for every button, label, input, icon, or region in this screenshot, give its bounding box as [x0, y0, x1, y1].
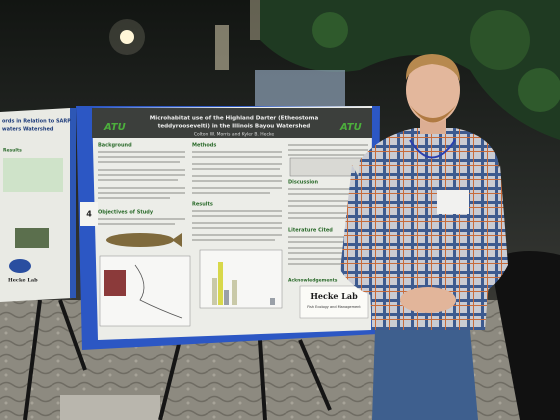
left-lab: Hecke Lab	[8, 278, 38, 284]
section-heading: Literature Cited	[288, 228, 333, 234]
bar-figure-bar	[218, 262, 223, 305]
poster-title: teddyroosevelti) in the Illinois Bayou W…	[158, 124, 311, 130]
beard	[410, 105, 456, 123]
left-logo	[9, 259, 31, 273]
number-card	[80, 202, 98, 226]
section-heading: Methods	[192, 143, 216, 149]
bar-figure-bar	[224, 290, 229, 305]
section-heading: Discussion	[288, 180, 318, 186]
lab-name: Hecke Lab	[310, 291, 358, 301]
left-photo	[15, 228, 49, 248]
face	[406, 57, 460, 123]
left-poster-title: ords in Relation to SARP	[2, 119, 71, 125]
left-board-edge	[70, 108, 76, 298]
poster-title: Microhabitat use of the Highland Darter …	[150, 116, 319, 122]
light-glow	[109, 19, 145, 55]
lab-subtitle: Fish Ecology and Management	[307, 305, 361, 309]
jeans	[372, 330, 478, 420]
fish-tail	[172, 233, 182, 247]
hair	[405, 54, 460, 82]
table	[490, 251, 560, 420]
screen	[255, 70, 345, 110]
map-stream	[134, 264, 183, 319]
bar-figure-bar	[270, 298, 275, 305]
floor-vent	[60, 395, 160, 420]
bar-figure-bar	[232, 280, 237, 305]
foliage	[312, 12, 348, 48]
lanyard	[409, 139, 456, 159]
easel-leg	[23, 299, 42, 420]
map-inset	[104, 270, 126, 296]
section-heading: Background	[98, 143, 132, 149]
easel-leg	[158, 339, 182, 420]
left-arm	[340, 165, 410, 300]
poster-authors: Colton W. Morris and Kyler B. Hecke	[194, 132, 275, 138]
person	[340, 54, 508, 420]
hands	[400, 287, 456, 313]
logo: ATU	[339, 122, 362, 133]
foliage	[470, 10, 530, 70]
logo: ATU	[103, 122, 126, 133]
left-poster-subtitle: waters Watershed	[2, 127, 54, 133]
easel-leg	[258, 339, 267, 420]
easel-leg	[298, 339, 332, 411]
light	[120, 30, 134, 44]
foliage	[518, 68, 560, 112]
body-text	[98, 144, 368, 265]
name-badge	[437, 190, 469, 214]
section-heading: Acknowledgements	[288, 278, 338, 284]
left-poster	[0, 108, 72, 302]
right-arm	[450, 165, 508, 300]
window	[215, 25, 229, 70]
lab-logo	[299, 285, 369, 319]
poster-header	[92, 108, 372, 138]
poster-number: 4	[86, 210, 92, 219]
easel-leg	[58, 299, 87, 371]
section-heading: Results	[192, 202, 213, 208]
left-table	[3, 158, 63, 192]
fish-photo	[106, 233, 174, 247]
section-heading: Objectives of Study	[98, 210, 154, 216]
left-section-heading: Results	[3, 148, 22, 154]
bar-figure-bar	[212, 278, 217, 305]
